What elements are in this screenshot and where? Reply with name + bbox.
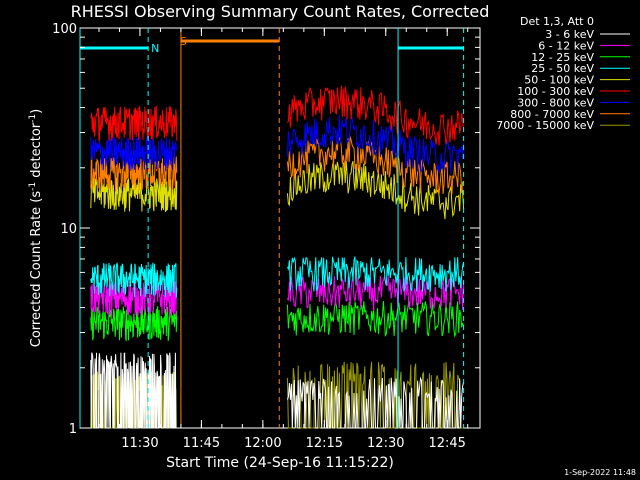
y-axis-label: Corrected Count Rate (s-1 detector-1) — [28, 109, 44, 347]
chart-title: RHESSI Observing Summary Count Rates, Co… — [71, 2, 490, 21]
plot-area: NS — [79, 27, 481, 429]
series-line — [90, 352, 177, 429]
legend-label: 25 - 50 keV — [531, 62, 594, 75]
legend-label: 3 - 6 keV — [545, 28, 594, 41]
marker-N: N — [151, 42, 159, 55]
y-label-main: Corrected Count Rate (s — [29, 191, 44, 348]
y-label-end: ) — [29, 109, 44, 114]
x-tick-label: 12:30 — [367, 436, 404, 451]
y-tick-label: 10 — [60, 222, 77, 237]
series-line — [286, 160, 465, 220]
series-line — [286, 300, 465, 338]
plot-frame — [79, 27, 481, 429]
x-tick-label: 12:00 — [244, 436, 281, 451]
footer-date: 1-Sep-2022 11:48 — [564, 468, 636, 477]
series-line — [286, 114, 465, 174]
series-layer — [90, 85, 465, 429]
legend-label: 6 - 12 keV — [538, 39, 594, 52]
y-label-mid: detector — [29, 122, 44, 182]
y-tick-label: 1 — [69, 422, 77, 437]
x-tick-label: 12:15 — [306, 436, 343, 451]
series-line — [286, 275, 465, 312]
x-axis-label: Start Time (24-Sep-16 11:15:22) — [166, 455, 394, 471]
series-line — [90, 262, 178, 298]
series-line — [286, 135, 464, 195]
series-line — [90, 135, 178, 172]
legend-label: 7000 - 15000 keV — [496, 119, 594, 132]
series-line — [286, 256, 465, 292]
y-tick-label: 100 — [52, 22, 77, 37]
legend-label: 100 - 300 keV — [517, 85, 594, 98]
legend-label: 800 - 7000 keV — [510, 108, 594, 121]
series-line — [287, 85, 465, 146]
series-line — [90, 105, 178, 142]
flag-layer: NS — [79, 28, 465, 428]
series-line — [286, 376, 465, 429]
x-tick-label: 12:45 — [428, 436, 465, 451]
series-line — [90, 177, 178, 213]
legend-label: 50 - 100 keV — [524, 74, 594, 87]
x-tick-label: 11:45 — [183, 436, 220, 451]
legend-header: Det 1,3, Att 0 — [520, 15, 594, 28]
series-line — [90, 305, 178, 342]
x-tick-label: 11:30 — [121, 436, 158, 451]
y-label-sup1: -1 — [28, 182, 38, 191]
series-line — [90, 156, 178, 192]
marker-S: S — [180, 35, 187, 48]
legend-label: 300 - 800 keV — [517, 96, 594, 109]
axes: 11:30 11:45 12:00 12:15 12:30 12:45 1 10 100 — [52, 22, 480, 451]
y-label-sup2: -1 — [28, 114, 38, 123]
legend-label: 12 - 25 keV — [531, 51, 594, 64]
